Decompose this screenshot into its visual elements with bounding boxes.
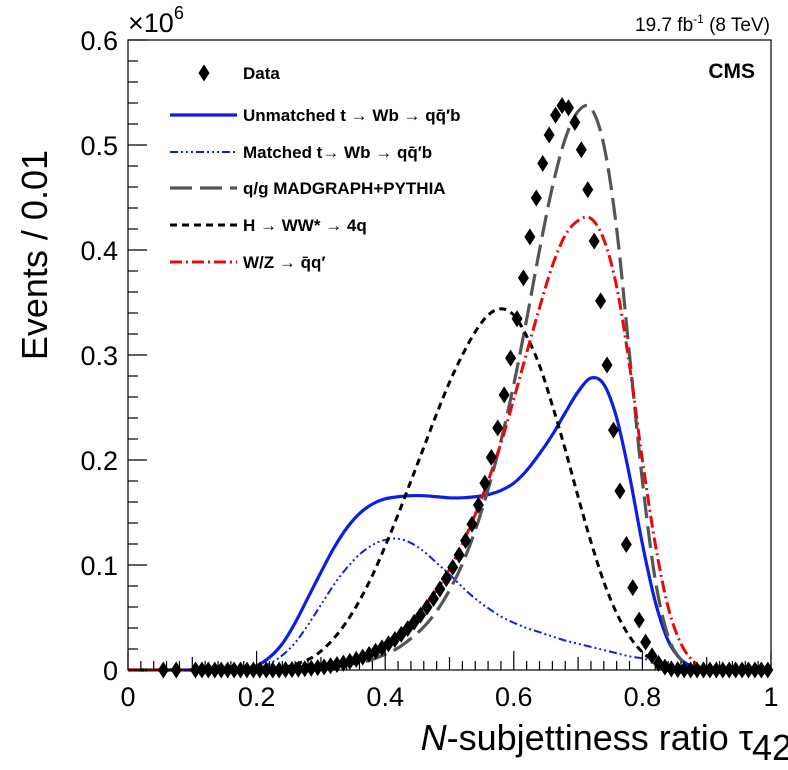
x-axis-title-subscript: 42 [752, 727, 788, 768]
data-point [408, 613, 420, 631]
data-point [543, 126, 555, 144]
data-point [492, 419, 504, 437]
y-tick-label: 0 [103, 656, 118, 686]
data-point [595, 292, 607, 310]
data-point [588, 232, 600, 250]
data-point [633, 611, 645, 629]
data-point [427, 590, 439, 608]
luminosity-sup: -1 [693, 12, 704, 26]
data-point [517, 269, 529, 287]
series-line-unmatched [128, 376, 771, 672]
data-point [646, 647, 658, 665]
x-tick-label: 0.4 [366, 682, 404, 712]
data-point [575, 141, 587, 159]
y-axis-title: Events / 0.01 [14, 150, 55, 360]
legend-label-hww: H → WW* → 4q [243, 216, 367, 235]
axes [127, 39, 772, 671]
x-tick-label: 1 [763, 682, 778, 712]
data-point [434, 580, 446, 598]
data-point [620, 536, 632, 554]
data-point [550, 106, 562, 124]
x-tick-label: 0.6 [495, 682, 533, 712]
data-point [460, 532, 472, 550]
x-tick-label: 0 [120, 682, 135, 712]
x-tick-label: 0.2 [238, 682, 276, 712]
y-multiplier: ×106 [128, 3, 184, 38]
legend-label-wz: W/Z → q̄q′ [243, 253, 325, 272]
y-multiplier-exp: 6 [174, 3, 184, 23]
data-point [472, 496, 484, 514]
experiment-label: CMS [708, 60, 755, 83]
legend-label-unmatched: Unmatched t → Wb → qq̄′b [243, 106, 461, 125]
data-point [640, 633, 652, 651]
data-point [421, 598, 433, 616]
series-line-matched [128, 537, 772, 672]
data-point [498, 386, 510, 404]
y-multiplier-base: ×10 [128, 8, 174, 38]
x-axis-title: N-subjettiness ratio τ [421, 717, 753, 758]
legend: Data Unmatched t → Wb → qq̄′b Matched t→ W… [170, 64, 461, 272]
y-tick-label: 0.1 [80, 551, 118, 581]
data-point [505, 349, 517, 367]
y-tick-label: 0.2 [80, 446, 118, 476]
legend-label-data: Data [243, 64, 280, 83]
x-axis-title-text: -subjettiness ratio τ [447, 717, 753, 758]
tick-labels: 0 0.2 0.4 0.6 0.8 1 0 0.1 0.2 0.3 0.4 0.5 0.6 [80, 26, 778, 712]
luminosity-energy: (8 TeV) [704, 15, 770, 36]
luminosity-label: 19.7 fb-1 (8 TeV) [635, 12, 770, 36]
data-point [511, 310, 523, 328]
data-point [537, 154, 549, 172]
luminosity-value: 19.7 fb [635, 15, 693, 36]
data-point [562, 99, 574, 117]
data-point [447, 558, 459, 576]
y-tick-label: 0.4 [80, 236, 118, 266]
series-line-hww [128, 307, 771, 672]
data-point [614, 482, 626, 500]
data-point [415, 606, 427, 624]
data-point [530, 189, 542, 207]
data-point [582, 181, 594, 199]
y-tick-label: 0.5 [80, 131, 118, 161]
data-point [440, 570, 452, 588]
data-point [607, 421, 619, 439]
data-point [601, 356, 613, 374]
data-point [485, 448, 497, 466]
legend-label-matched: Matched t→ Wb → qq̄′b [243, 143, 432, 162]
legend-marker-data [198, 64, 210, 82]
x-tick-label: 0.8 [624, 682, 662, 712]
data-point [569, 113, 581, 131]
y-tick-label: 0.3 [80, 341, 118, 371]
data-point [524, 228, 536, 246]
legend-label-qg: q/g MADGRAPH+PYTHIA [243, 179, 446, 198]
x-axis-title-italic: N [421, 717, 448, 758]
data-point [627, 579, 639, 597]
data-point [453, 546, 465, 564]
data-point [466, 515, 478, 533]
y-tick-label: 0.6 [80, 26, 118, 56]
data-point [479, 474, 491, 492]
